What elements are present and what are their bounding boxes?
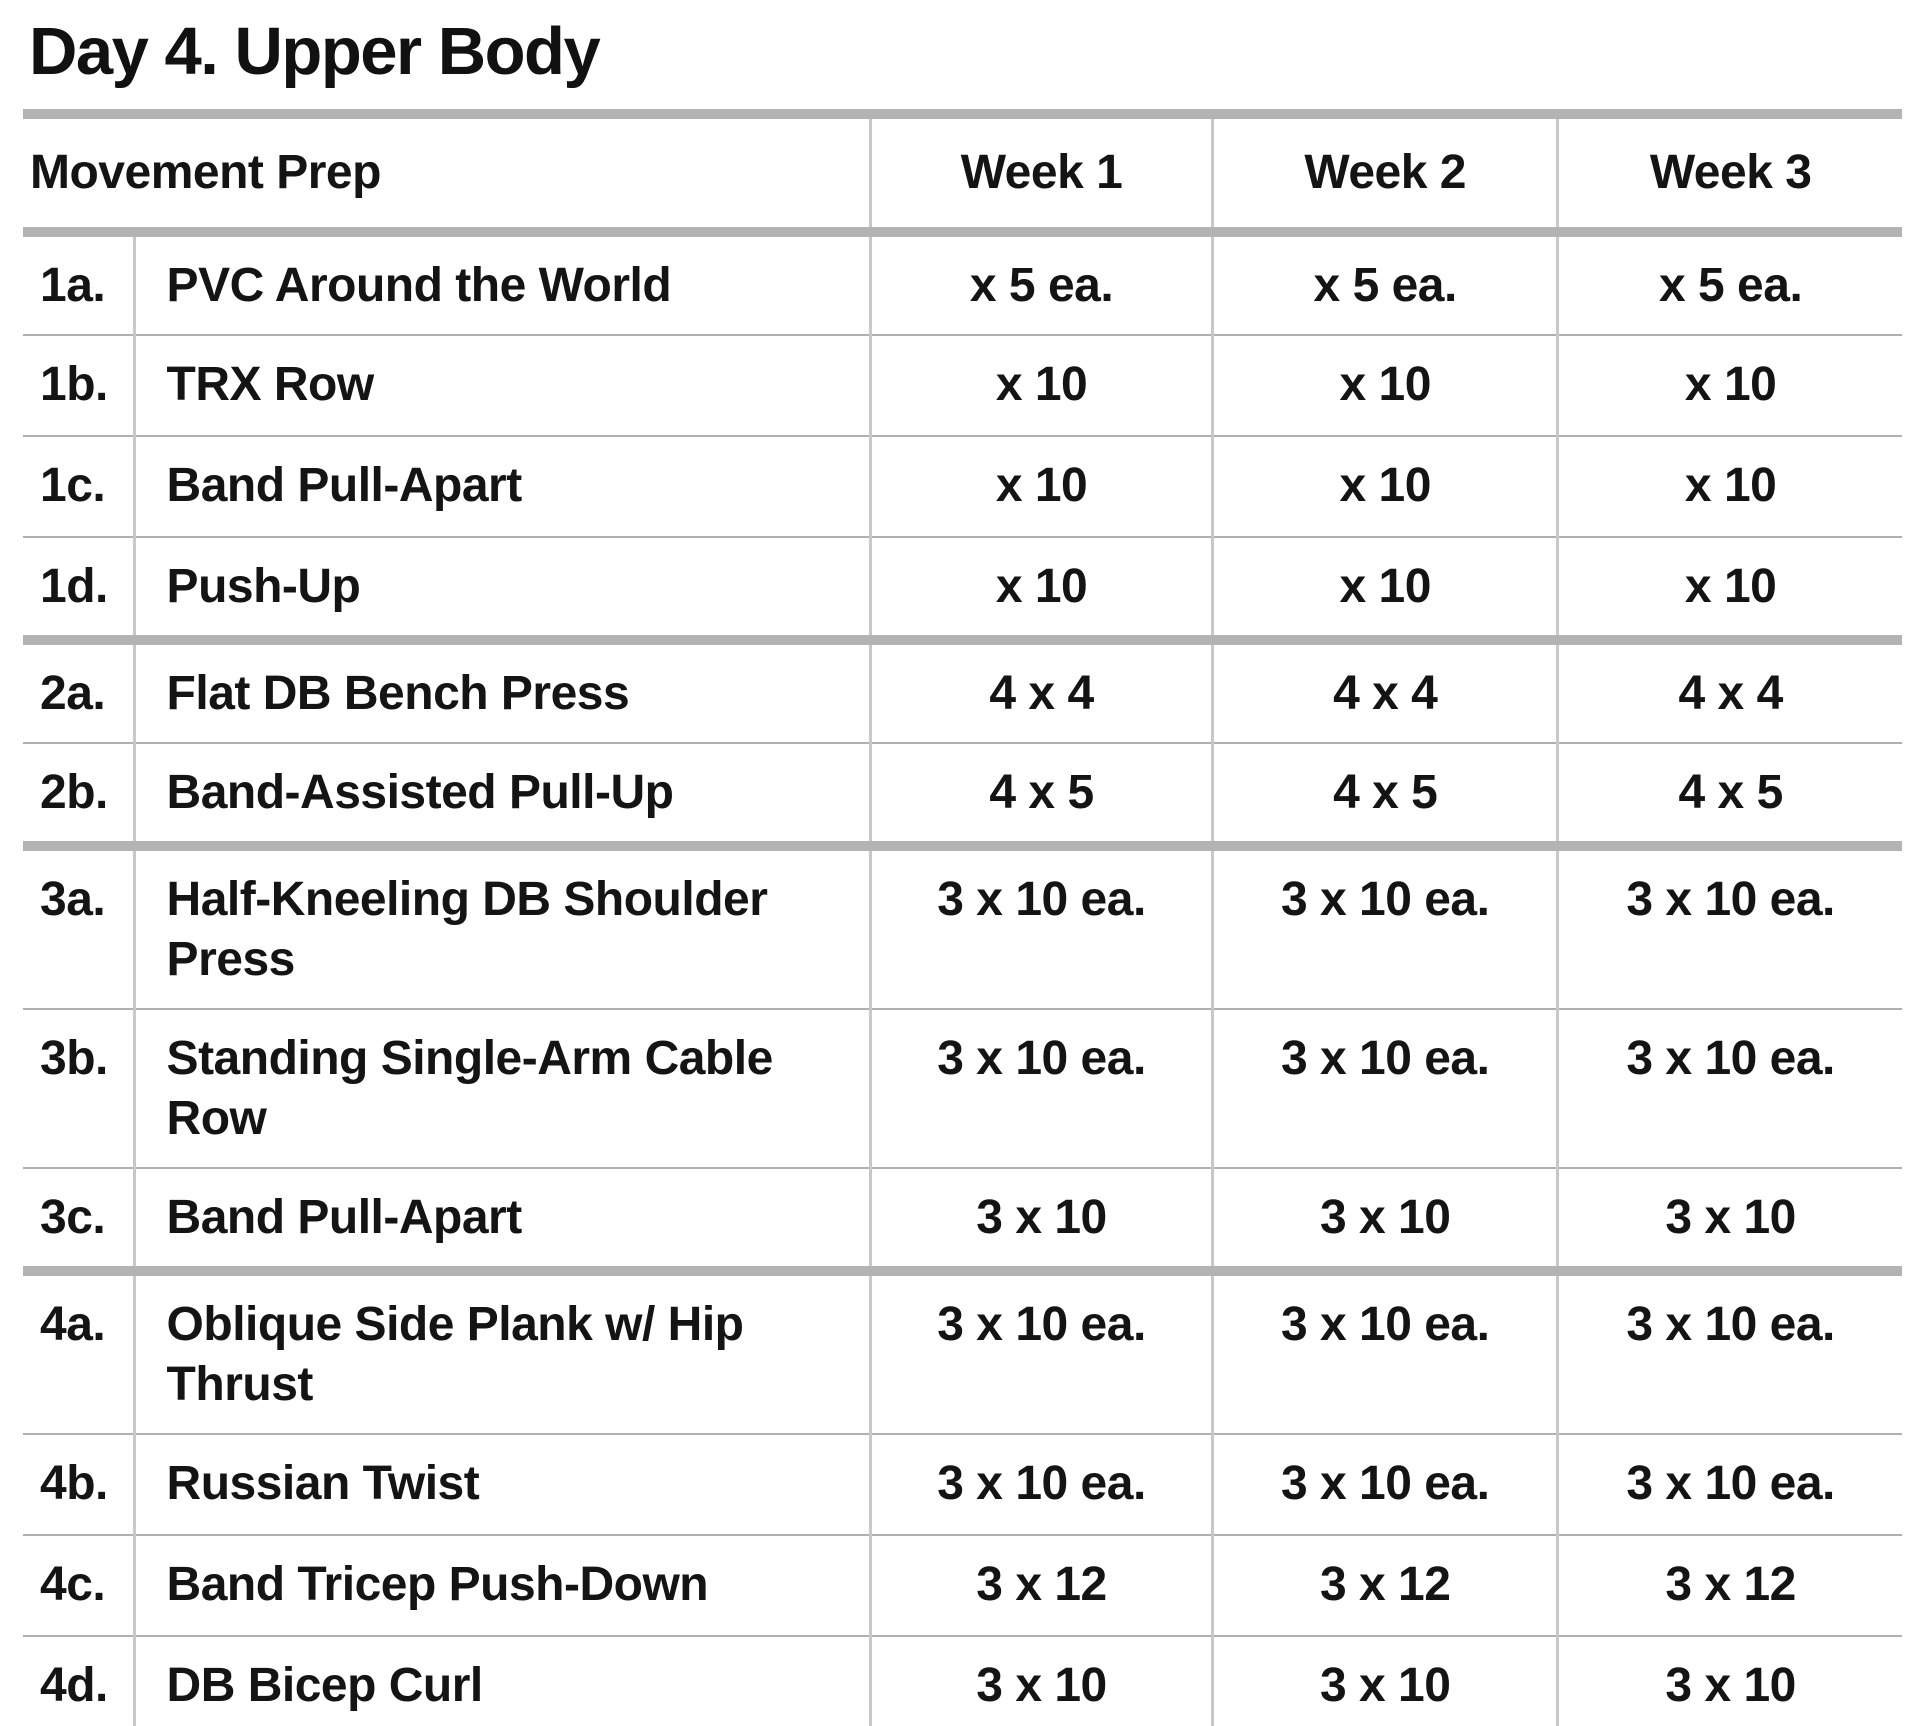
- week-1-header: Week 1: [868, 109, 1213, 237]
- exercise-name: Standing Single-Arm Cable Row: [132, 1008, 871, 1168]
- week-value: x 5 ea.: [1211, 232, 1558, 335]
- week-value: x 10: [1211, 334, 1558, 436]
- week-2-header: Week 2: [1211, 109, 1558, 237]
- table-row: 3c. Band Pull-Apart 3 x 10 3 x 10 3 x 10: [23, 1167, 1902, 1271]
- week-value: 3 x 10: [1211, 1635, 1558, 1726]
- week-value: 3 x 10 ea.: [1556, 1266, 1902, 1434]
- table-row: 3b. Standing Single-Arm Cable Row 3 x 10…: [23, 1008, 1902, 1168]
- week-value: x 10: [868, 536, 1213, 640]
- row-number: 4a.: [23, 1266, 135, 1434]
- week-value: 3 x 10 ea.: [1211, 1008, 1558, 1168]
- page-title: Day 4. Upper Body: [29, 14, 601, 89]
- week-value: 3 x 10: [868, 1167, 1213, 1271]
- row-number: 3a.: [23, 841, 135, 1009]
- table-row: 4b. Russian Twist 3 x 10 ea. 3 x 10 ea. …: [23, 1433, 1902, 1535]
- row-number: 2b.: [23, 742, 135, 846]
- week-value: 3 x 10 ea.: [1556, 1008, 1902, 1168]
- week-value: x 10: [868, 435, 1213, 537]
- row-number: 4d.: [23, 1635, 135, 1726]
- row-number: 1c.: [23, 435, 135, 537]
- exercise-name: Band Pull-Apart: [132, 435, 871, 537]
- week-value: 4 x 5: [1211, 742, 1558, 846]
- week-value: 4 x 5: [1556, 742, 1902, 846]
- exercise-name: Push-Up: [132, 536, 871, 640]
- exercise-name: PVC Around the World: [132, 232, 871, 335]
- week-value: 4 x 4: [1556, 635, 1902, 743]
- row-number: 1d.: [23, 536, 135, 640]
- table-row: 2a. Flat DB Bench Press 4 x 4 4 x 4 4 x …: [23, 635, 1902, 743]
- week-value: x 10: [1556, 536, 1902, 640]
- week-value: 3 x 10 ea.: [868, 1266, 1213, 1434]
- week-value: 3 x 10 ea.: [868, 1433, 1213, 1535]
- table-row: 3a. Half-Kneeling DB Shoulder Press 3 x …: [23, 841, 1902, 1009]
- week-value: x 10: [1556, 334, 1902, 436]
- row-number: 1b.: [23, 334, 135, 436]
- exercise-name: Flat DB Bench Press: [132, 635, 871, 743]
- week-value: 3 x 10: [1211, 1167, 1558, 1271]
- table-row: 1c. Band Pull-Apart x 10 x 10 x 10: [23, 435, 1902, 537]
- table-row: 4d. DB Bicep Curl 3 x 10 3 x 10 3 x 10: [23, 1635, 1902, 1726]
- table-row: 1d. Push-Up x 10 x 10 x 10: [23, 536, 1902, 640]
- movement-prep-header: Movement Prep: [23, 109, 871, 237]
- week-value: 3 x 10: [1556, 1635, 1902, 1726]
- row-number: 3b.: [23, 1008, 135, 1168]
- workout-table: Movement Prep Week 1 Week 2 Week 3 1a. P…: [23, 109, 1902, 1726]
- week-value: x 5 ea.: [1556, 232, 1902, 335]
- exercise-name: Band-Assisted Pull-Up: [132, 742, 871, 846]
- week-value: 3 x 10 ea.: [1556, 841, 1902, 1009]
- exercise-name: Band Pull-Apart: [132, 1167, 871, 1271]
- exercise-name: Russian Twist: [132, 1433, 871, 1535]
- week-value: 3 x 12: [1211, 1534, 1558, 1636]
- table-row: 4c. Band Tricep Push-Down 3 x 12 3 x 12 …: [23, 1534, 1902, 1636]
- row-number: 2a.: [23, 635, 135, 743]
- table-row: 1a. PVC Around the World x 5 ea. x 5 ea.…: [23, 232, 1902, 335]
- week-value: x 5 ea.: [868, 232, 1213, 335]
- week-value: 3 x 10 ea.: [868, 841, 1213, 1009]
- week-value: 4 x 4: [1211, 635, 1558, 743]
- week-value: 3 x 10: [1556, 1167, 1902, 1271]
- week-value: 4 x 5: [868, 742, 1213, 846]
- week-3-header: Week 3: [1556, 109, 1902, 237]
- week-value: 3 x 10 ea.: [1211, 1266, 1558, 1434]
- table-row: 1b. TRX Row x 10 x 10 x 10: [23, 334, 1902, 436]
- exercise-name: Band Tricep Push-Down: [132, 1534, 871, 1636]
- week-value: x 10: [1211, 435, 1558, 537]
- week-value: 3 x 10 ea.: [868, 1008, 1213, 1168]
- table-row: 4a. Oblique Side Plank w/ Hip Thrust 3 x…: [23, 1266, 1902, 1434]
- exercise-name: Oblique Side Plank w/ Hip Thrust: [132, 1266, 871, 1434]
- week-value: x 10: [868, 334, 1213, 436]
- week-value: 3 x 10 ea.: [1556, 1433, 1902, 1535]
- week-value: 3 x 12: [1556, 1534, 1902, 1636]
- week-value: 3 x 12: [868, 1534, 1213, 1636]
- exercise-name: DB Bicep Curl: [132, 1635, 871, 1726]
- exercise-name: TRX Row: [132, 334, 871, 436]
- week-value: 3 x 10 ea.: [1211, 1433, 1558, 1535]
- table-row: 2b. Band-Assisted Pull-Up 4 x 5 4 x 5 4 …: [23, 742, 1902, 846]
- row-number: 3c.: [23, 1167, 135, 1271]
- week-value: x 10: [1556, 435, 1902, 537]
- exercise-table-body: 1a. PVC Around the World x 5 ea. x 5 ea.…: [23, 232, 1902, 1726]
- week-value: x 10: [1211, 536, 1558, 640]
- exercise-name: Half-Kneeling DB Shoulder Press: [132, 841, 871, 1009]
- row-number: 4c.: [23, 1534, 135, 1636]
- week-value: 3 x 10 ea.: [1211, 841, 1558, 1009]
- week-value: 4 x 4: [868, 635, 1213, 743]
- row-number: 1a.: [23, 232, 135, 335]
- week-value: 3 x 10: [868, 1635, 1213, 1726]
- row-number: 4b.: [23, 1433, 135, 1535]
- table-header-row: Movement Prep Week 1 Week 2 Week 3: [23, 109, 1902, 237]
